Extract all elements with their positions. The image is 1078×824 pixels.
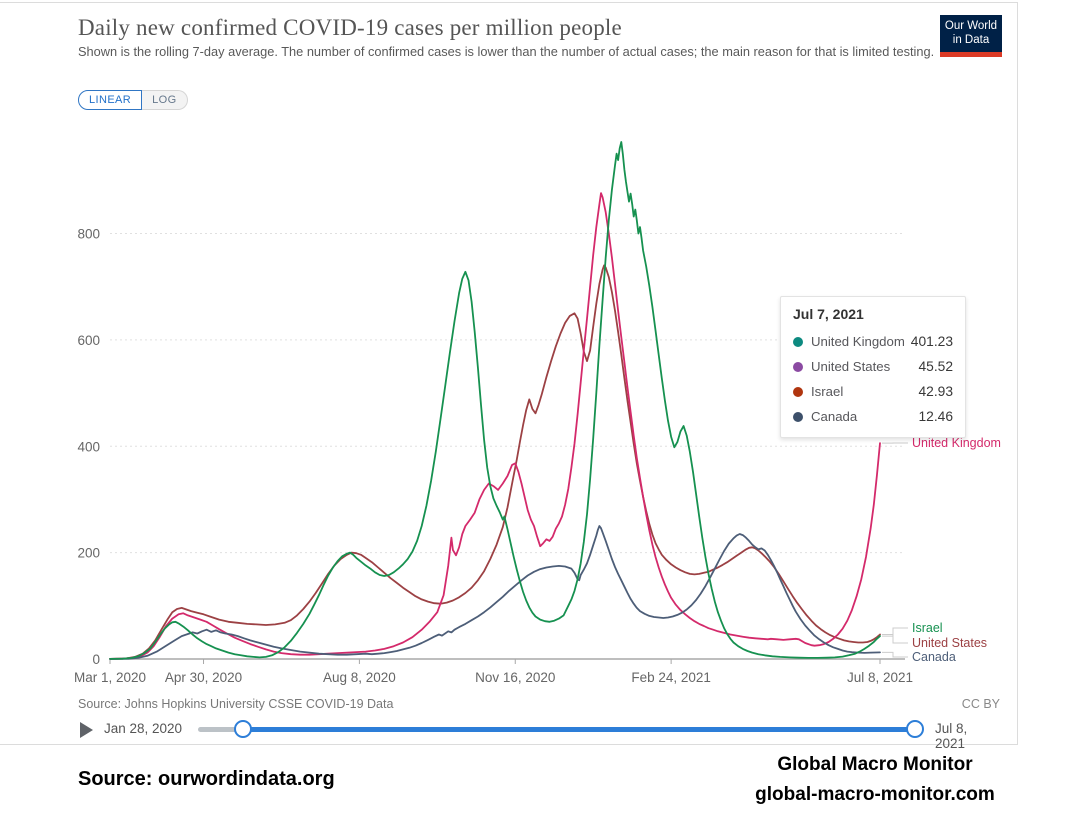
- series-line-israel[interactable]: [109, 141, 881, 660]
- x-axis-tick-label: Jul 8, 2021: [847, 670, 913, 685]
- timeline-start-date: Jan 28, 2020: [104, 721, 183, 736]
- owid-logo-line2: in Data: [952, 34, 990, 46]
- tooltip-value: 42.93: [918, 384, 953, 399]
- y-axis-tick-label: 400: [77, 439, 100, 454]
- timeline-start-handle[interactable]: [234, 720, 252, 738]
- owid-logo[interactable]: Our World in Data: [940, 15, 1002, 57]
- y-axis-tick-label: 0: [92, 652, 100, 667]
- license-link[interactable]: CC BY: [961, 697, 1000, 711]
- play-button[interactable]: [80, 722, 93, 738]
- y-axis-tick-label: 600: [77, 333, 100, 348]
- x-axis-tick-label: Feb 24, 2021: [631, 670, 711, 685]
- watermark-brand-name: Global Macro Monitor: [777, 754, 973, 775]
- series-dot-united-kingdom: [793, 336, 803, 347]
- watermark-brand-url: global-macro-monitor.com: [755, 784, 995, 805]
- timeline-track-selected[interactable]: [242, 727, 914, 732]
- series-dot-israel: [793, 386, 803, 397]
- end-label-united-kingdom[interactable]: United Kingdom: [912, 436, 1001, 450]
- tooltip-row: Canada 12.46: [793, 404, 953, 429]
- tooltip-name: United Kingdom: [811, 334, 905, 349]
- end-label-leader: [882, 634, 908, 644]
- chart-subtitle: Shown is the rolling 7-day average. The …: [78, 44, 935, 59]
- x-axis-tick-label: Apr 30, 2020: [165, 670, 242, 685]
- chart-tooltip: Jul 7, 2021 United Kingdom 401.23 United…: [780, 296, 966, 438]
- scale-toggle: LINEAR LOG: [78, 90, 188, 110]
- x-axis-tick-label: Mar 1, 2020: [74, 670, 146, 685]
- tooltip-date: Jul 7, 2021: [793, 306, 864, 322]
- watermark-source: Source: ourwordindata.org: [78, 768, 335, 790]
- series-line-united-kingdom[interactable]: [109, 192, 881, 660]
- log-button[interactable]: LOG: [142, 90, 188, 110]
- tooltip-value: 45.52: [918, 359, 953, 374]
- series-line-canada[interactable]: [109, 525, 881, 660]
- y-axis-tick-label: 800: [77, 227, 100, 242]
- x-axis-tick-label: Nov 16, 2020: [475, 670, 555, 685]
- timeline-end-date: Jul 8, 2021: [935, 721, 968, 751]
- y-axis-tick-label: 200: [77, 546, 100, 561]
- tooltip-row: Israel 42.93: [793, 379, 953, 404]
- series-dot-canada: [793, 411, 803, 422]
- timeline-end-handle[interactable]: [906, 720, 924, 738]
- owid-logo-redbar: [940, 52, 1002, 57]
- page-title: Daily new confirmed COVID-19 cases per m…: [78, 15, 622, 40]
- tooltip-name: Israel: [811, 384, 844, 399]
- series-line-united-states[interactable]: [109, 264, 881, 660]
- tooltip-row: United Kingdom 401.23: [793, 329, 953, 354]
- end-label-israel[interactable]: Israel: [912, 621, 943, 635]
- end-label-leader: [882, 627, 908, 637]
- end-label-leader: [882, 651, 908, 658]
- timeline-track-unselected[interactable]: [198, 727, 248, 732]
- end-label-united-states[interactable]: United States: [912, 636, 987, 650]
- series-dot-united-states: [793, 361, 803, 372]
- x-axis-tick-label: Aug 8, 2020: [323, 670, 396, 685]
- data-source-note: Source: Johns Hopkins University CSSE CO…: [78, 697, 394, 711]
- tooltip-row: United States 45.52: [793, 354, 953, 379]
- tooltip-value: 12.46: [918, 409, 953, 424]
- end-label-canada[interactable]: Canada: [912, 650, 956, 664]
- tooltip-name: Canada: [811, 409, 858, 424]
- timeline-control: Jan 28, 2020 Jul 8, 2021: [78, 716, 1000, 751]
- owid-logo-line1: Our World: [944, 20, 998, 32]
- linear-button[interactable]: LINEAR: [78, 90, 143, 110]
- chart-footer: Source: Johns Hopkins University CSSE CO…: [78, 697, 1000, 711]
- tooltip-value: 401.23: [910, 334, 953, 349]
- tooltip-name: United States: [811, 359, 891, 374]
